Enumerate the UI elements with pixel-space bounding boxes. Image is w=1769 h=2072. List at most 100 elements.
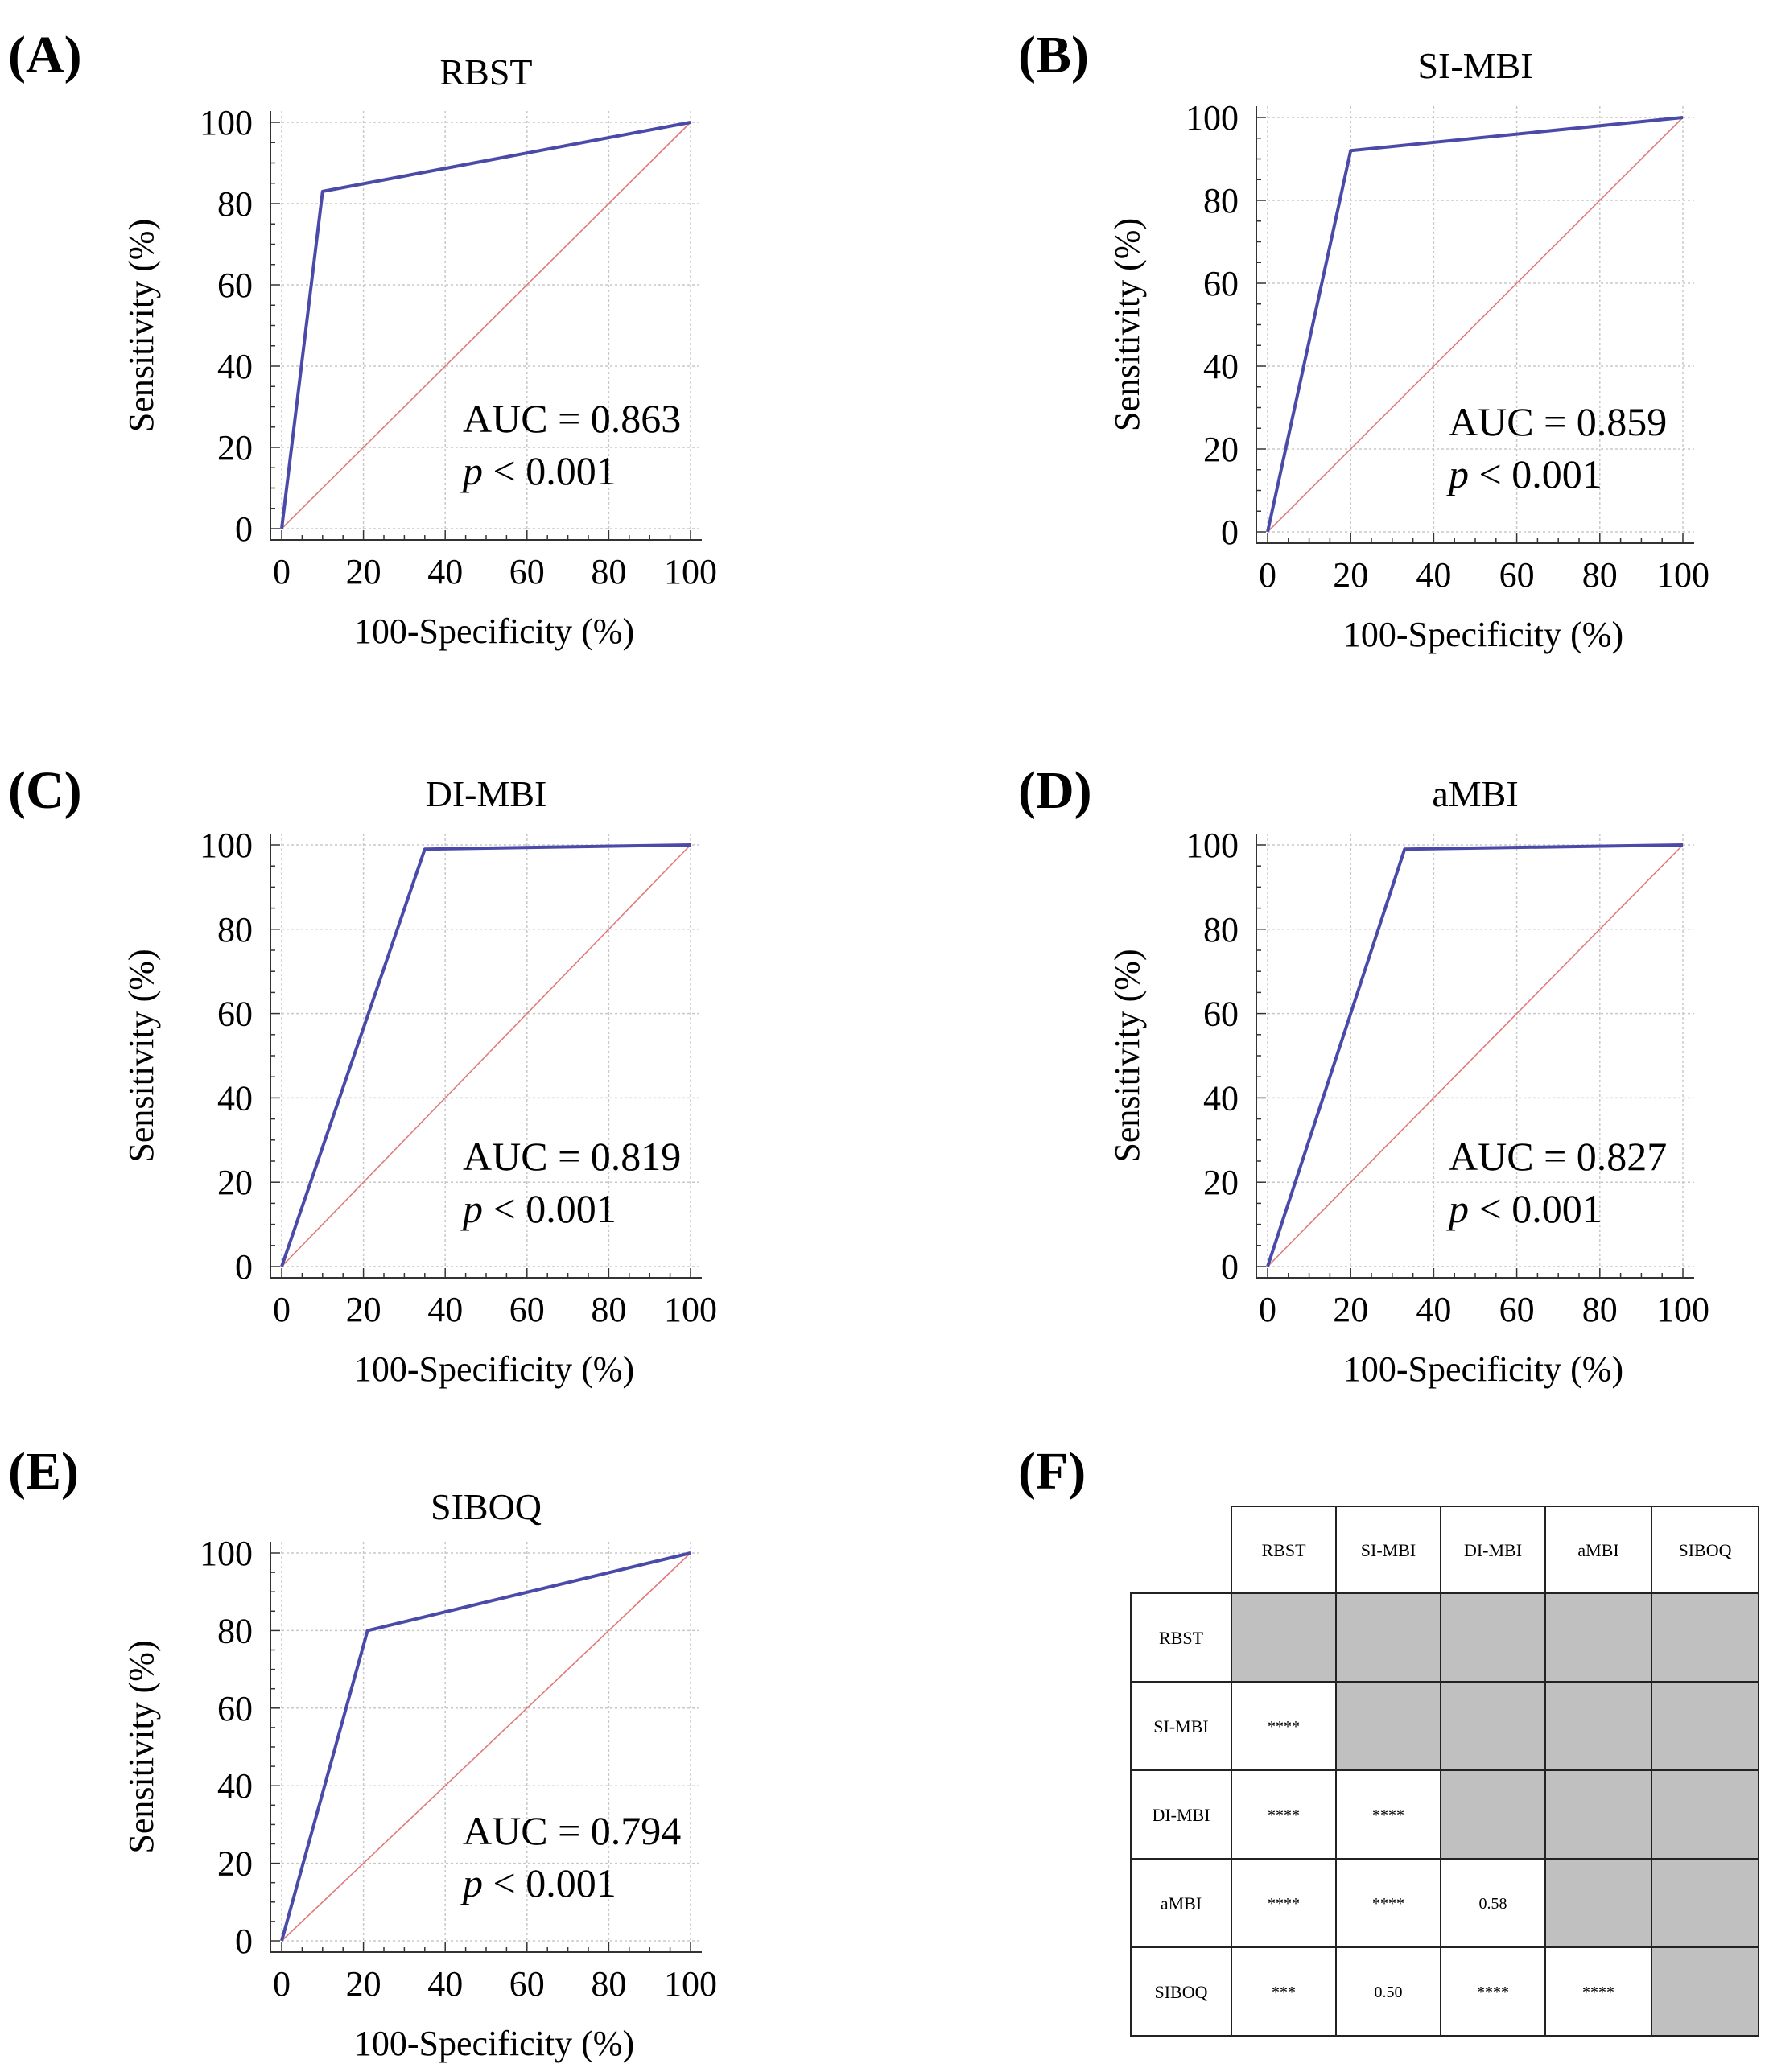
chart-title: SI-MBI xyxy=(1417,45,1532,86)
p-comparison: < 0.001 xyxy=(1469,1186,1602,1231)
auc-annotation: AUC = 0.859 xyxy=(1449,399,1667,444)
table-header-cell xyxy=(1651,1506,1759,1594)
y-tick-label: 20 xyxy=(217,428,253,468)
roc-panel-5: (E) SIBOQ 0 20 40 60 80 100 0 20 40 60 80 100 100-Spec… xyxy=(8,1442,717,2063)
p-symbol: p xyxy=(460,448,483,493)
y-axis-label: Sensitivity (%) xyxy=(1107,218,1147,431)
table-cell-value: **** xyxy=(1582,1983,1614,2001)
y-tick-label: 60 xyxy=(1203,264,1239,303)
table-cell xyxy=(1231,1858,1337,1948)
panel-label: (F) xyxy=(1018,1442,1086,1501)
table-cell-value: **** xyxy=(1268,1718,1300,1736)
table-column-header: SI-MBI xyxy=(1361,1540,1416,1560)
y-axis-label: Sensitivity (%) xyxy=(1107,949,1147,1162)
y-tick-label: 80 xyxy=(217,1611,253,1650)
p-symbol: p xyxy=(1446,451,1469,496)
x-tick-label: 20 xyxy=(1333,1290,1368,1329)
auc-annotation: AUC = 0.827 xyxy=(1449,1134,1667,1179)
table-cell-shaded xyxy=(1651,1681,1759,1771)
auc-annotation: AUC = 0.863 xyxy=(463,396,681,441)
table-cell-value: 0.58 xyxy=(1479,1895,1507,1913)
panel-label: (C) xyxy=(8,761,82,820)
table-row-header-cell xyxy=(1130,1858,1232,1948)
y-axis-label: Sensitivity (%) xyxy=(122,219,161,432)
panel-label: (B) xyxy=(1018,26,1089,84)
chart-title: aMBI xyxy=(1432,773,1518,814)
p-symbol: p xyxy=(1446,1186,1469,1231)
p-value-annotation: p < 0.001 xyxy=(1446,451,1602,496)
table-row-header-cell xyxy=(1130,1681,1232,1771)
roc-curve xyxy=(1266,116,1684,533)
y-tick-label: 20 xyxy=(217,1844,253,1884)
x-tick-label: 60 xyxy=(509,552,545,591)
p-value-annotation: p < 0.001 xyxy=(1446,1186,1602,1231)
table-cell-shaded xyxy=(1440,1681,1546,1771)
x-tick-label: 20 xyxy=(346,552,381,591)
table-cell-value: **** xyxy=(1372,1806,1404,1824)
table-row-header: SI-MBI xyxy=(1153,1716,1208,1736)
table-cell xyxy=(1335,1858,1441,1948)
x-tick-label: 80 xyxy=(591,552,626,591)
table-cell-shaded xyxy=(1440,1769,1546,1860)
p-symbol: p xyxy=(460,1186,483,1231)
reference-line xyxy=(281,122,691,529)
y-tick-label: 60 xyxy=(1203,995,1239,1034)
x-tick-label: 80 xyxy=(591,1964,626,2004)
roc-panel-4: (D) aMBI 0 20 40 60 80 100 0 20 40 60 80 100 100-Speci… xyxy=(1018,761,1709,1389)
table-cell-shaded xyxy=(1651,1946,1759,2037)
table-cell-value: 0.50 xyxy=(1375,1983,1403,2001)
y-tick-label: 100 xyxy=(200,826,253,865)
reference-line xyxy=(281,844,691,1267)
p-comparison: < 0.001 xyxy=(483,1186,616,1231)
table-cell-shaded xyxy=(1440,1592,1546,1683)
x-tick-label: 100 xyxy=(1656,1290,1709,1329)
x-tick-label: 20 xyxy=(1333,555,1368,595)
table-cell-shaded xyxy=(1651,1769,1759,1860)
y-tick-label: 0 xyxy=(235,1922,253,1961)
table-cell-value: **** xyxy=(1372,1895,1404,1913)
roc-curve xyxy=(280,843,691,1267)
y-tick-label: 80 xyxy=(217,910,253,949)
x-tick-label: 40 xyxy=(1416,555,1451,595)
x-tick-label: 60 xyxy=(1499,1290,1535,1329)
x-tick-label: 60 xyxy=(509,1964,545,2004)
roc-curve xyxy=(280,1551,691,1942)
table-header-cell xyxy=(1544,1506,1652,1594)
roc-panel-3: (C) DI-MBI 0 20 40 60 80 100 0 20 40 60 80 100 100-Spe… xyxy=(8,761,717,1389)
table-row-header: RBST xyxy=(1159,1628,1204,1648)
panel-label: (E) xyxy=(8,1442,79,1501)
table-cell xyxy=(1231,1946,1337,2037)
table-column-header: aMBI xyxy=(1577,1540,1618,1560)
table-header-cell xyxy=(1335,1506,1441,1594)
roc-panel-1: (A) RBST 0 20 40 60 80 100 0 20 40 60 80 100 100-Speci… xyxy=(8,26,717,651)
table-cell-shaded xyxy=(1335,1592,1441,1683)
x-tick-label: 100 xyxy=(1656,555,1709,595)
x-tick-label: 20 xyxy=(346,1964,381,2004)
x-tick-label: 100 xyxy=(664,552,717,591)
y-tick-label: 20 xyxy=(1203,430,1239,469)
table-cell xyxy=(1440,1858,1546,1948)
y-tick-label: 0 xyxy=(235,509,253,549)
roc-panel-2: (B) SI-MBI 0 20 40 60 80 100 0 20 40 60 80 100 100-Spe… xyxy=(1018,26,1709,654)
table-column-header: RBST xyxy=(1261,1540,1306,1560)
table-cell-shaded xyxy=(1544,1769,1652,1860)
panel-label: (D) xyxy=(1018,761,1092,820)
table-row-header-cell xyxy=(1130,1946,1232,2037)
p-value-annotation: p < 0.001 xyxy=(460,1186,616,1231)
x-tick-label: 100 xyxy=(664,1290,717,1329)
x-axis-label: 100-Specificity (%) xyxy=(354,612,634,651)
y-tick-label: 0 xyxy=(235,1247,253,1287)
y-tick-label: 40 xyxy=(217,1078,253,1118)
y-tick-label: 40 xyxy=(217,347,253,386)
table-row-header: aMBI xyxy=(1161,1893,1202,1913)
table-cell-shaded xyxy=(1544,1858,1652,1948)
roc-curve xyxy=(1266,843,1684,1267)
x-tick-label: 80 xyxy=(591,1290,626,1329)
y-tick-label: 100 xyxy=(200,1534,253,1573)
y-tick-label: 80 xyxy=(1203,181,1239,220)
p-value-annotation: p < 0.001 xyxy=(460,1860,616,1905)
table-cell xyxy=(1335,1946,1441,2037)
x-tick-label: 0 xyxy=(1259,555,1276,595)
x-tick-label: 80 xyxy=(1582,555,1618,595)
